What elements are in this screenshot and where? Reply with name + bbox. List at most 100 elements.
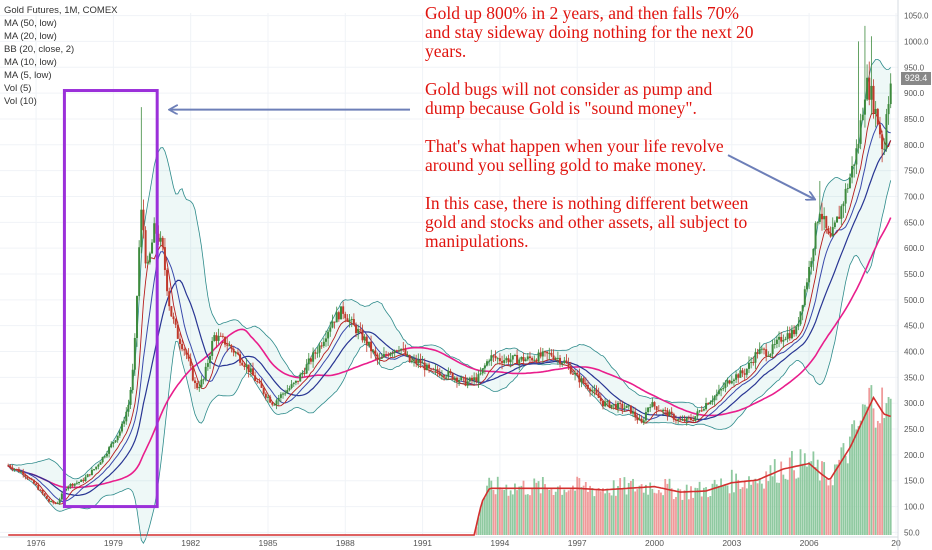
volume-bar: [619, 478, 622, 535]
volume-bar: [844, 455, 847, 535]
volume-bar: [533, 478, 536, 535]
y-tick-label: 350.0: [904, 373, 925, 382]
candle-body: [316, 352, 319, 354]
candle-body: [655, 406, 658, 411]
volume-bar: [556, 486, 559, 535]
volume-bar: [666, 483, 669, 535]
candle-body: [760, 348, 763, 350]
candle-body: [503, 360, 506, 363]
candle-body: [35, 483, 38, 486]
candle-body: [419, 359, 422, 364]
candle-body: [498, 358, 501, 362]
candle-body: [385, 354, 388, 356]
legend-indicator: Vol (5): [4, 83, 32, 94]
volume-bar: [595, 489, 598, 535]
candle-body: [243, 365, 246, 368]
candle-body: [47, 498, 50, 502]
candle-body: [728, 380, 731, 384]
candle-body: [90, 469, 93, 475]
candle-body: [464, 377, 467, 386]
candle-body: [790, 329, 793, 339]
volume-bar: [539, 493, 542, 535]
candle-body: [612, 404, 615, 406]
x-tick-label: 1997: [568, 538, 587, 548]
volume-bar: [514, 483, 516, 535]
candle-body: [481, 368, 484, 374]
annotation-text: Gold up 800% in 2 years, and then falls …: [425, 4, 755, 270]
volume-bar: [668, 478, 671, 535]
candle-body: [432, 368, 435, 370]
candle-body: [666, 410, 669, 417]
candle-body: [294, 380, 297, 383]
volume-bar: [516, 490, 518, 535]
x-tick-label: 2006: [800, 538, 819, 548]
chart-legend: Gold Futures, 1M, COMEX MA (50, low) MA …: [4, 4, 118, 108]
volume-bar: [625, 494, 628, 535]
candle-body: [436, 369, 439, 373]
candle-body: [617, 402, 620, 409]
volume-bar: [846, 463, 849, 535]
candle-body: [335, 312, 338, 323]
candle-body: [116, 435, 119, 441]
candle-body: [531, 358, 534, 361]
candle-body: [7, 465, 10, 467]
candle-body: [202, 379, 205, 381]
candle-body: [26, 476, 29, 479]
candle-body: [516, 355, 519, 364]
candle-body: [692, 419, 695, 422]
volume-bar: [531, 488, 534, 535]
candle-body: [554, 358, 557, 360]
candle-body: [54, 502, 57, 504]
candle-body: [209, 355, 212, 364]
candle-body: [260, 382, 263, 388]
candle-body: [844, 188, 847, 204]
candle-body: [370, 341, 373, 352]
candle-body: [745, 368, 748, 375]
candle-body: [196, 382, 199, 389]
candle-body: [726, 380, 729, 384]
volume-bar: [602, 488, 604, 535]
candle-body: [606, 400, 609, 402]
candle-body: [271, 402, 274, 405]
candle-body: [254, 375, 257, 381]
volume-bar: [606, 488, 609, 535]
ma50-line: [7, 217, 892, 489]
candle-body: [275, 400, 278, 405]
volume-bar: [836, 464, 838, 535]
candle-body: [788, 333, 791, 339]
candle-body: [185, 350, 188, 355]
candle-body: [460, 376, 463, 381]
volume-bar: [771, 476, 774, 535]
candle-body: [447, 370, 450, 377]
candle-body: [251, 368, 254, 376]
candle-body: [146, 262, 149, 264]
candle-body: [526, 356, 529, 360]
volume-bar: [672, 499, 675, 535]
volume-bar: [864, 404, 866, 535]
candle-body: [563, 360, 566, 363]
candle-body: [221, 335, 224, 337]
candle-body: [11, 467, 14, 470]
candle-body: [829, 233, 832, 237]
volume-bar: [722, 486, 725, 535]
candle-body: [67, 486, 70, 489]
volume-bar: [726, 485, 729, 535]
candle-body: [406, 354, 409, 356]
candle-body: [172, 316, 175, 320]
candle-body: [754, 352, 757, 363]
candle-body: [277, 397, 280, 401]
volume-bar: [599, 491, 602, 535]
volume-bar: [833, 464, 836, 535]
volume-bar: [486, 485, 488, 535]
highlight-box: [62, 89, 159, 509]
volume-bar: [610, 495, 613, 535]
candle-body: [58, 499, 61, 504]
candle-body: [129, 389, 132, 405]
candle-body: [578, 374, 581, 383]
y-tick-label: 550.0: [904, 270, 925, 279]
volume-bar: [745, 488, 748, 535]
candle-body: [831, 227, 834, 237]
volume-bar: [550, 488, 553, 535]
candle-body: [71, 483, 74, 486]
candle-body: [863, 99, 866, 115]
